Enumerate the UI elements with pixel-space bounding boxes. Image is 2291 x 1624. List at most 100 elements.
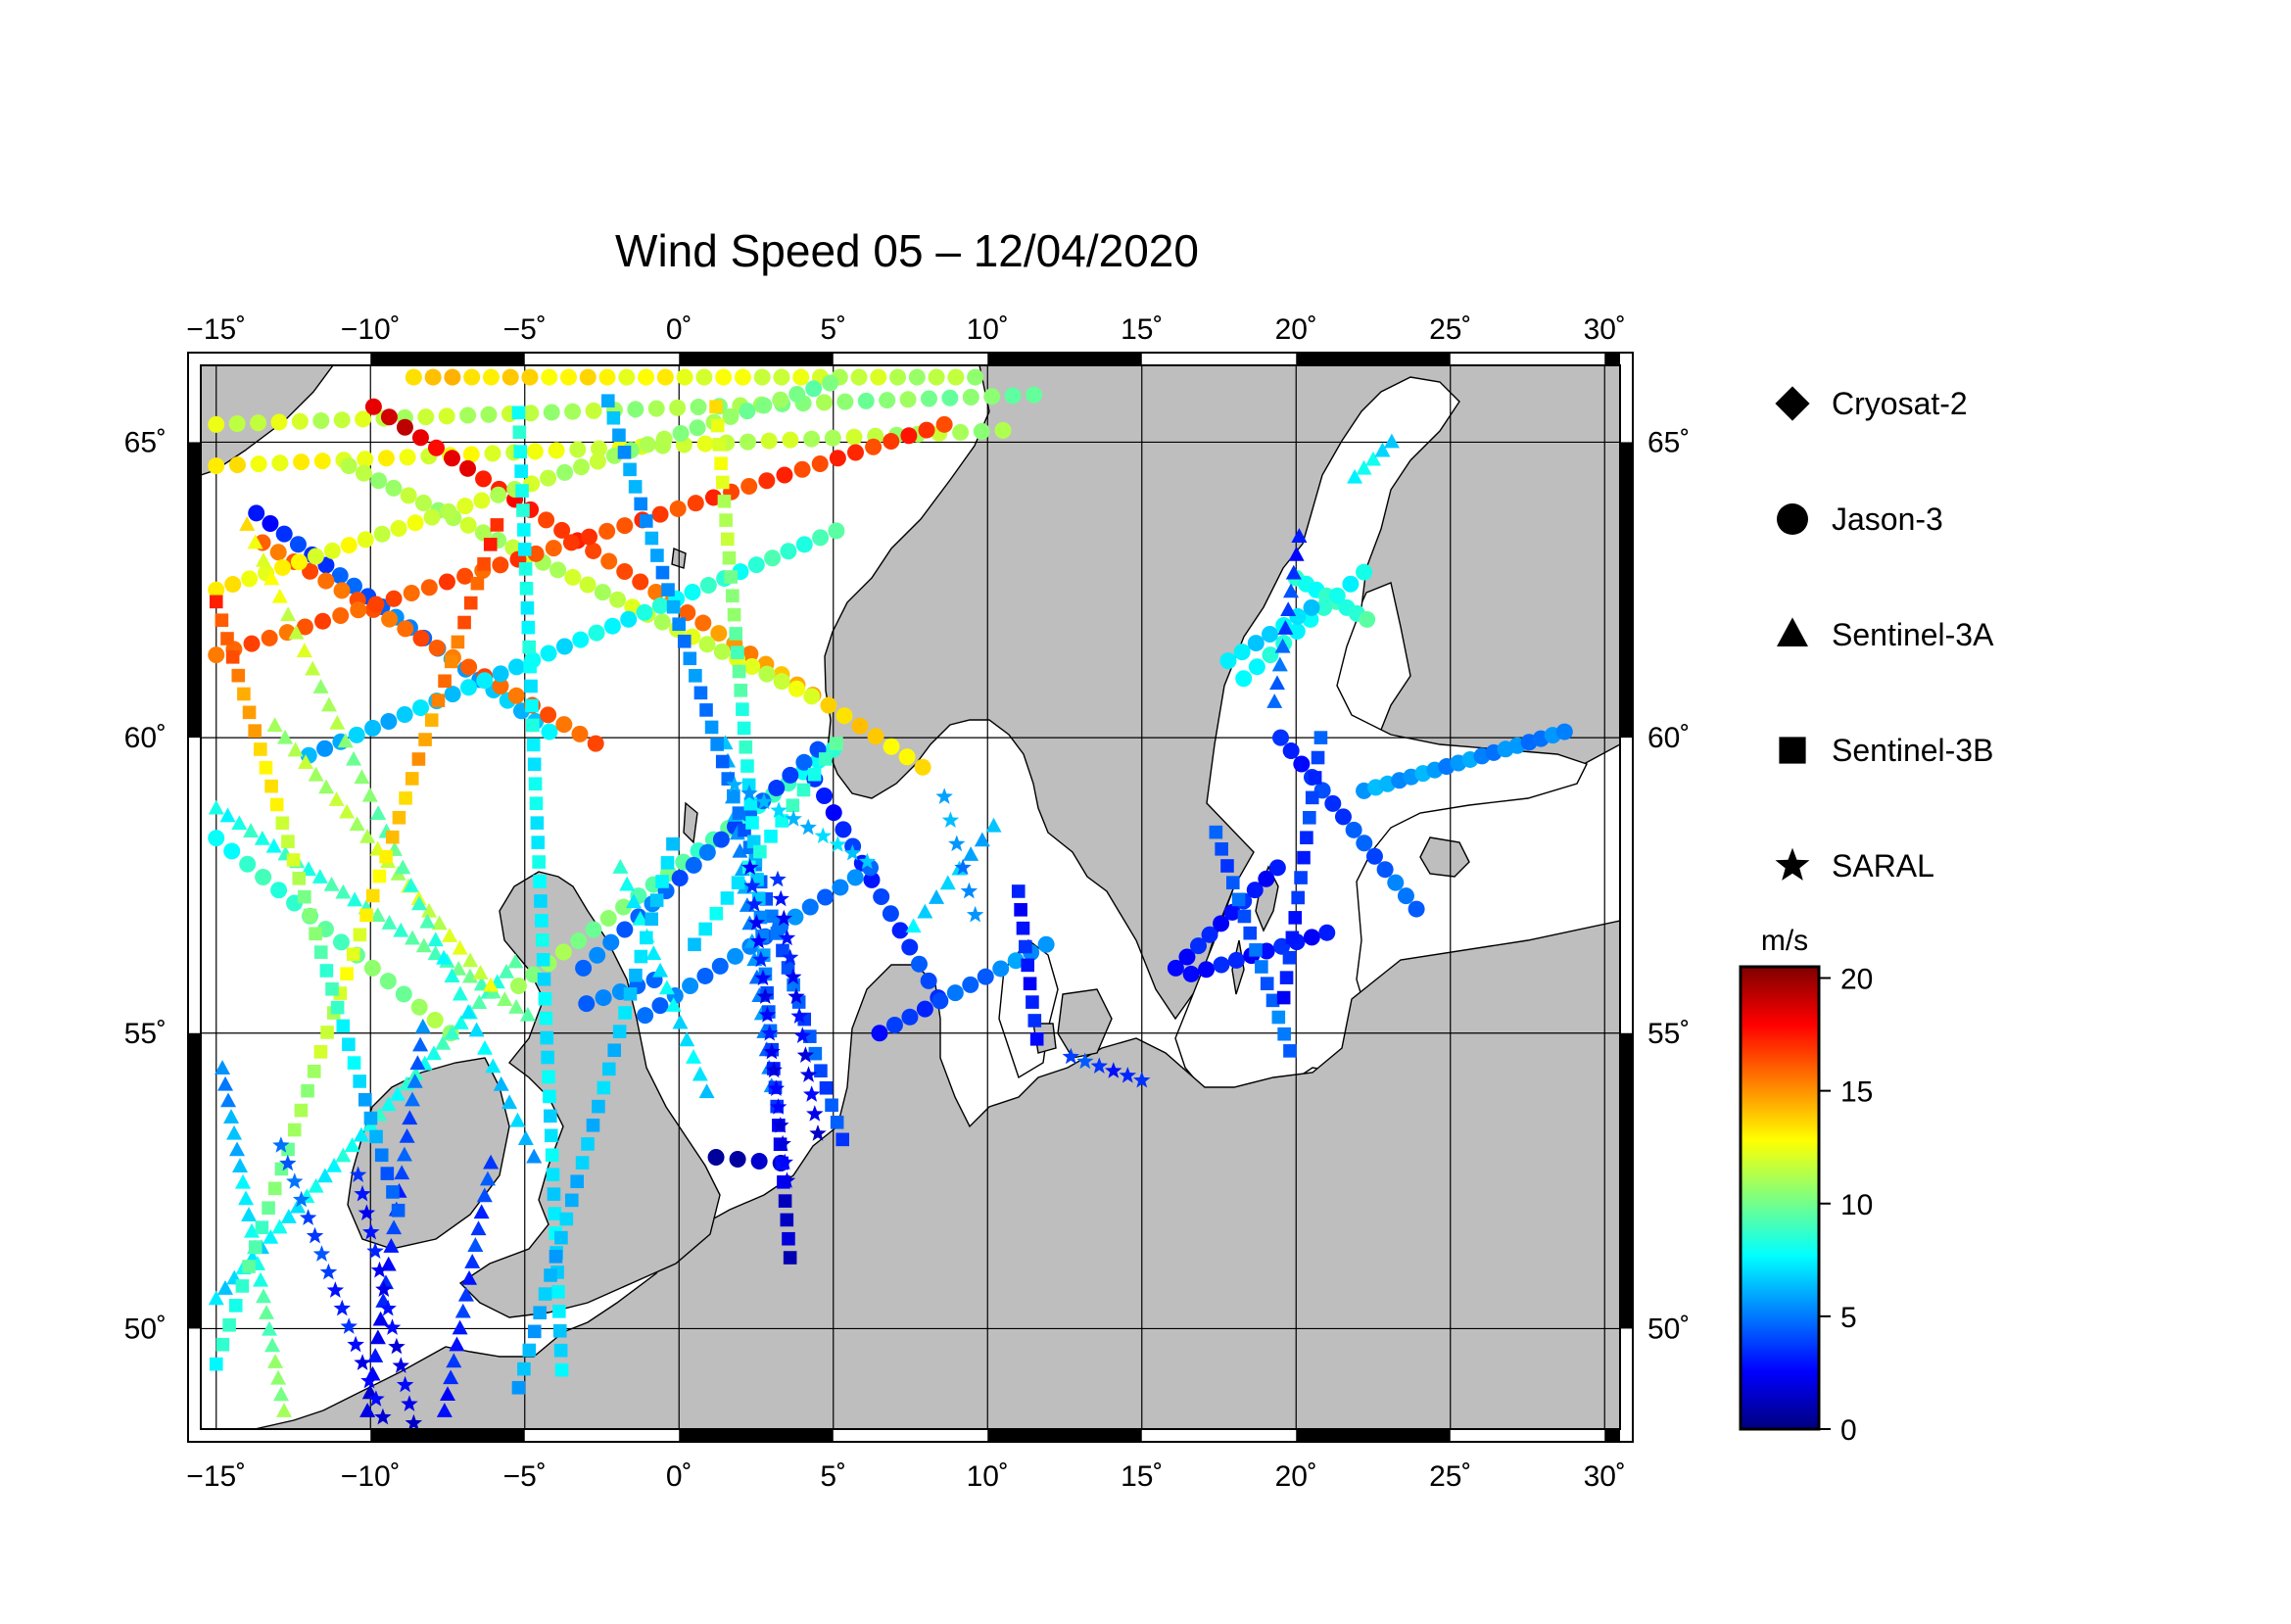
track-point-circle <box>707 1148 725 1166</box>
track-point-triangle <box>462 952 479 968</box>
track-point-square <box>292 872 307 885</box>
track-point-triangle <box>963 846 979 861</box>
track-point-triangle <box>263 1228 279 1244</box>
track-point-triangle <box>652 962 669 978</box>
track-point-square <box>538 991 552 1006</box>
track-point-square <box>516 503 530 517</box>
track-point-triangle <box>311 869 328 884</box>
track-point-square <box>683 651 697 666</box>
track-point-triangle <box>411 895 428 911</box>
track-point-triangle <box>425 1045 442 1061</box>
track-point-square <box>830 1116 844 1129</box>
track-point-square <box>601 394 615 407</box>
track-point-square <box>418 733 432 746</box>
legend-item-saral: SARAL <box>1775 847 1934 884</box>
lon-tick-label-top: 15˚ <box>1121 313 1163 346</box>
track-point-square <box>303 908 317 923</box>
track-point-circle <box>651 997 669 1015</box>
track-point-circle <box>711 957 729 975</box>
track-point-triangle <box>312 679 329 693</box>
track-point-square <box>287 1122 302 1137</box>
track-point-circle <box>941 389 959 406</box>
track-point-circle <box>947 368 965 386</box>
track-point-triangle <box>1266 693 1283 708</box>
track-star <box>935 788 984 923</box>
track-point-star <box>745 895 763 912</box>
track-point-star <box>755 792 773 810</box>
track-point-star <box>788 987 805 1005</box>
lon-tick-label-bottom: 10˚ <box>967 1460 1009 1493</box>
track-point-circle <box>405 368 422 386</box>
track-point-triangle <box>692 1066 708 1081</box>
track-triangle <box>1266 528 1308 708</box>
track-point-square <box>543 1089 556 1104</box>
track-point-circle <box>1262 646 1279 664</box>
track-circle <box>1272 729 1425 918</box>
graticule <box>201 365 1620 1429</box>
track-point-triangle <box>472 965 489 979</box>
track-point-circle <box>910 955 928 973</box>
track-point-triangle <box>409 1055 426 1071</box>
track-point-square <box>1249 943 1263 957</box>
track-point-circle <box>370 472 388 490</box>
track-point-circle <box>846 444 864 461</box>
track-point-triangle <box>431 915 448 931</box>
track-point-square <box>1282 950 1297 965</box>
track-point-square <box>528 777 543 791</box>
track-point-square <box>731 876 745 889</box>
track-point-circle <box>722 407 740 425</box>
track-point-circle <box>689 419 706 437</box>
track-point-square <box>644 912 659 927</box>
track-point-square <box>536 952 550 967</box>
track-point-square <box>386 1185 400 1199</box>
track-point-circle <box>908 368 926 386</box>
track-point-circle <box>846 869 864 886</box>
track-point-triangle <box>399 1127 415 1143</box>
track-point-square <box>623 462 637 477</box>
track-point-circle <box>655 430 673 448</box>
track-point-triangle <box>479 1170 496 1186</box>
track-point-triangle <box>308 766 324 782</box>
track-point-triangle <box>1269 675 1285 691</box>
legend-item-sentinel-3a: Sentinel-3A <box>1777 617 1994 652</box>
track-point-circle <box>820 696 837 714</box>
track-point-star <box>935 788 953 804</box>
track-point-star <box>374 1408 392 1425</box>
circle-icon <box>1777 503 1808 535</box>
track-point-circle <box>1376 861 1394 879</box>
track-point-square <box>553 1343 568 1358</box>
track-point-triangle <box>493 1075 509 1091</box>
track-point-circle <box>545 540 562 557</box>
track-point-square <box>672 617 686 632</box>
track-point-circle <box>333 411 351 429</box>
track-point-circle <box>865 438 883 455</box>
track-point-triangle <box>473 1204 490 1219</box>
track-point-circle <box>348 726 365 743</box>
track-point-triangle <box>461 968 478 983</box>
track-point-circle <box>480 406 498 423</box>
track-point-triangle <box>625 893 642 909</box>
track-point-circle <box>293 454 310 471</box>
track-point-triangle <box>243 823 260 837</box>
track-point-circle <box>1345 821 1362 838</box>
track-point-circle <box>1359 610 1376 628</box>
track-point-square <box>353 1075 366 1088</box>
track-point-triangle <box>318 779 335 794</box>
track-point-square <box>818 752 833 766</box>
track-point-square <box>1294 871 1308 884</box>
track-point-star <box>360 1371 378 1389</box>
track-point-triangle <box>1291 528 1308 543</box>
track-point-square <box>677 634 692 648</box>
track-point-triangle <box>444 968 460 983</box>
track-point-square <box>1265 993 1280 1008</box>
track-point-circle <box>772 391 789 408</box>
track-point-circle <box>1190 937 1207 955</box>
track-point-square <box>319 964 334 978</box>
track-point-circle <box>410 998 428 1016</box>
track-point-circle <box>373 525 391 543</box>
track-point-circle <box>857 392 875 409</box>
track-point-circle <box>271 454 289 472</box>
track-point-circle <box>900 427 918 445</box>
track-point-square <box>1271 1010 1286 1025</box>
